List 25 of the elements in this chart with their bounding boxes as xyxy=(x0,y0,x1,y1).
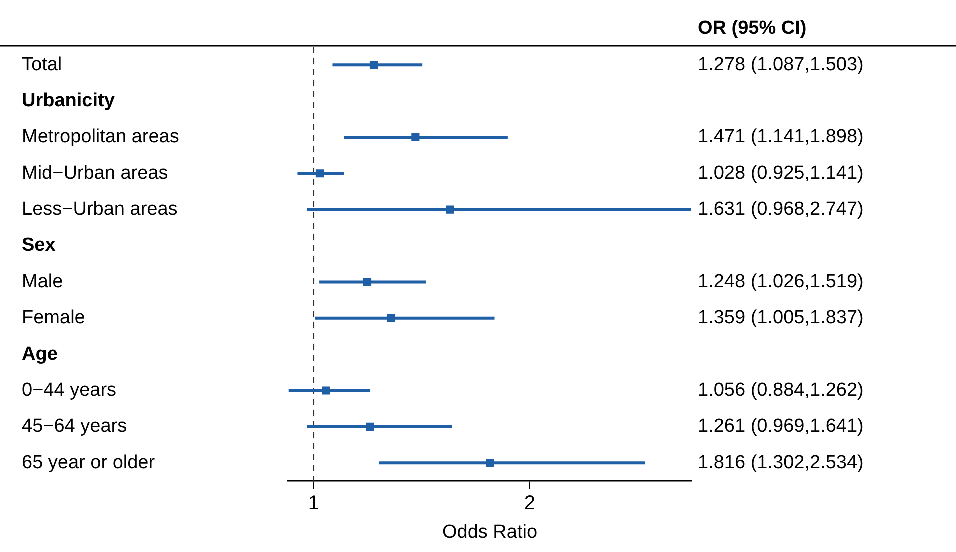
data-label: 1.278 (1.087,1.503) xyxy=(698,54,864,76)
data-label: 1.471 (1.141,1.898) xyxy=(698,126,864,148)
y-tick-label: Age xyxy=(22,344,58,365)
y-tick-label: 65 year or older xyxy=(22,452,156,474)
data-label: 1.359 (1.005,1.837) xyxy=(698,308,864,329)
y-tick-label: Less−Urban areas xyxy=(22,199,178,220)
y-tick-label: 0−44 years xyxy=(22,380,117,401)
data-label: 1.028 (0.925,1.141) xyxy=(698,162,864,184)
y-tick-label: Male xyxy=(22,271,64,292)
x-tick-label: 2 xyxy=(524,492,536,515)
y-tick-label: Metropolitan areas xyxy=(22,126,180,148)
text: OR (95% CI) xyxy=(698,18,807,40)
data-label: 1.248 (1.026,1.519) xyxy=(698,271,864,292)
x-axis-title: Odds Ratio xyxy=(442,522,538,543)
data-label: 1.631 (0.968,2.747) xyxy=(698,199,864,220)
data-label: 1.056 (0.884,1.262) xyxy=(698,380,864,401)
y-tick-label: Female xyxy=(22,308,86,329)
y-tick-label: Mid−Urban areas xyxy=(22,162,168,184)
y-tick-label: Total xyxy=(22,54,62,76)
y-tick-label: Sex xyxy=(22,235,56,256)
x-tick-label: 1 xyxy=(308,492,320,515)
y-tick-label: Urbanicity xyxy=(22,90,116,112)
y-tick-label: 45−64 years xyxy=(22,416,128,438)
data-label: 1.816 (1.302,2.534) xyxy=(698,452,864,474)
data-label: 1.261 (0.969,1.641) xyxy=(698,416,864,438)
